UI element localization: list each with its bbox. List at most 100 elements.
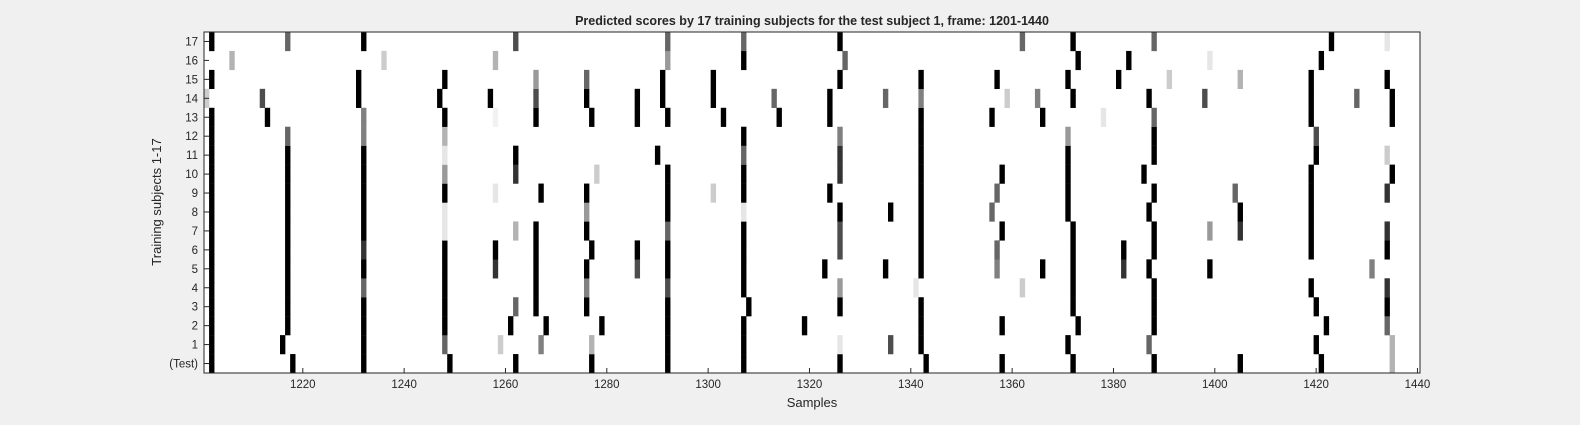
heatmap-cell	[741, 183, 747, 203]
heatmap-cell	[442, 126, 448, 146]
heatmap-cell	[290, 354, 296, 374]
heatmap-cell	[660, 88, 666, 108]
heatmap-cell	[1232, 183, 1238, 203]
heatmap-cell	[1146, 88, 1152, 108]
heatmap-cell	[584, 259, 590, 279]
heatmap-cell	[599, 316, 605, 336]
heatmap-cell	[827, 183, 833, 203]
heatmap-cell	[1151, 240, 1157, 260]
x-tick-label: 1400	[1202, 379, 1228, 391]
heatmap-cell	[584, 202, 590, 222]
heatmap-cell	[1308, 88, 1314, 108]
heatmap-cell	[1308, 107, 1314, 127]
heatmap-cell	[741, 50, 747, 71]
heatmap-cell	[1019, 278, 1026, 298]
heatmap-cell	[882, 259, 889, 279]
heatmap-cell	[720, 107, 727, 127]
heatmap-cell	[999, 221, 1005, 241]
heatmap-cell	[918, 221, 924, 241]
heatmap-cell	[209, 69, 215, 90]
heatmap-cell	[801, 316, 808, 336]
heatmap-cell	[442, 164, 448, 184]
heatmap-cell	[999, 164, 1005, 184]
y-tick-label: 16	[185, 55, 198, 67]
heatmap-cell	[508, 316, 514, 336]
heatmap-cell	[1389, 88, 1395, 108]
heatmap-cell	[513, 297, 519, 317]
heatmap-cell	[1237, 202, 1243, 222]
x-tick-label: 1340	[898, 379, 924, 391]
heatmap-cell	[285, 183, 291, 203]
heatmap-cell	[994, 69, 1000, 90]
heatmap-cell	[665, 183, 671, 203]
heatmap-cell	[1034, 88, 1041, 108]
heatmap-cell	[1207, 221, 1213, 241]
heatmap-cell	[665, 202, 671, 222]
heatmap-cell	[1151, 32, 1157, 52]
heatmap-cell	[492, 259, 499, 279]
heatmap-cell	[918, 202, 924, 222]
heatmap-cell	[1389, 164, 1395, 184]
heatmap-cell	[837, 221, 843, 241]
heatmap-cell	[538, 183, 544, 203]
heatmap-cell	[442, 107, 448, 127]
x-tick-label: 1260	[493, 379, 519, 391]
heatmap-cell	[1237, 69, 1243, 90]
heatmap-cell	[665, 259, 671, 279]
heatmap-cell	[837, 202, 843, 222]
heatmap-cell	[741, 32, 747, 52]
heatmap-cell	[487, 88, 494, 108]
heatmap-cell	[209, 354, 215, 374]
heatmap-cell	[442, 183, 448, 203]
heatmap-cell	[837, 145, 843, 165]
heatmap-cell	[1313, 126, 1319, 146]
heatmap-cell	[1146, 335, 1152, 355]
heatmap-cell	[741, 240, 747, 260]
heatmap-cell	[356, 88, 362, 108]
heatmap-cell	[741, 354, 747, 374]
x-tick-label: 1280	[594, 379, 620, 391]
heatmap-cell	[447, 354, 453, 374]
heatmap-cell	[533, 278, 539, 298]
y-tick-label: 14	[185, 93, 198, 105]
heatmap-cell	[1384, 240, 1390, 260]
heatmap-cell	[1121, 240, 1127, 260]
heatmap-cell	[361, 297, 367, 317]
heatmap-cell	[1207, 50, 1213, 71]
heatmap-cell	[285, 126, 291, 146]
heatmap-cell	[533, 107, 539, 127]
heatmap-cell	[888, 335, 894, 355]
y-tick-label: 15	[185, 74, 198, 86]
heatmap-cell	[513, 221, 519, 241]
heatmap-cell	[1384, 69, 1390, 90]
heatmap-cell	[1313, 335, 1319, 355]
heatmap-cell	[589, 354, 595, 374]
heatmap-cell	[361, 164, 367, 184]
heatmap-cell	[1313, 297, 1319, 317]
heatmap-cell	[1141, 164, 1147, 184]
heatmap-cell	[538, 335, 544, 355]
heatmap-cell	[665, 50, 671, 71]
heatmap-cell	[533, 221, 539, 241]
heatmap-cell	[660, 69, 666, 90]
x-tick-label: 1440	[1405, 379, 1431, 391]
heatmap-cell	[361, 221, 367, 241]
heatmap-cell	[1318, 50, 1325, 71]
heatmap-cell	[999, 316, 1005, 336]
heatmap-cell	[437, 88, 443, 108]
heatmap-cell	[1070, 240, 1076, 260]
heatmap-cell	[361, 278, 367, 298]
chart-title: Predicted scores by 17 training subjects…	[575, 14, 1049, 28]
heatmap-cell	[634, 88, 641, 108]
heatmap-cell	[229, 50, 235, 71]
y-tick-label: 6	[192, 245, 198, 257]
heatmap-cell	[584, 69, 590, 90]
x-tick-label: 1360	[999, 379, 1025, 391]
heatmap-cell	[776, 107, 782, 127]
heatmap-cell	[1004, 88, 1010, 108]
heatmap-cell	[665, 297, 671, 317]
heatmap-cell	[442, 316, 448, 336]
heatmap-cell	[918, 164, 924, 184]
heatmap-cell	[827, 107, 833, 127]
